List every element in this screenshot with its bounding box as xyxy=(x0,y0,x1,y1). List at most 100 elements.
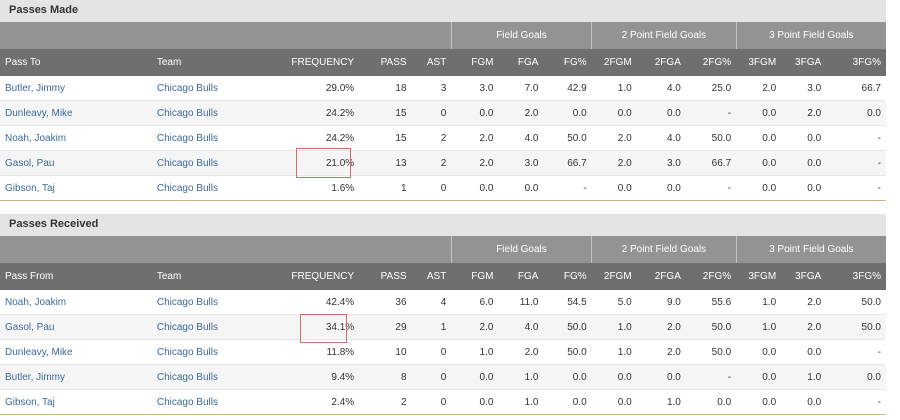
stat-cell: 66.7 xyxy=(826,76,886,101)
column-header[interactable]: 2FGA xyxy=(636,263,686,290)
player-link[interactable]: Butler, Jimmy xyxy=(0,76,152,101)
stat-cell: 0.0 xyxy=(498,175,544,201)
player-link[interactable]: Gasol, Pau xyxy=(0,314,152,340)
table-row: Noah, Joakim Chicago Bulls 24.2% 15 2 2.0 4.0 5… xyxy=(0,125,886,151)
column-header[interactable]: 3FGA xyxy=(781,49,827,76)
passes-received-table: Field Goals 2 Point Field Goals 3 Point Fi… xyxy=(0,236,886,415)
stat-cell: 1.0 xyxy=(736,314,782,340)
stat-cell: 9.0 xyxy=(636,290,686,315)
table-row: Gibson, Taj Chicago Bulls 1.6% 1 0 0.0 0.0-0.0… xyxy=(0,175,886,201)
passes-made-table: Field Goals 2 Point Field Goals 3 Point Fi… xyxy=(0,22,886,201)
stat-cell: 0.0 xyxy=(736,389,782,415)
stat-cell: 50.0 xyxy=(826,314,886,340)
team-link[interactable]: Chicago Bulls xyxy=(151,76,273,101)
stat-cell: 66.7 xyxy=(685,150,737,176)
team-link[interactable]: Chicago Bulls xyxy=(151,100,273,126)
team-link[interactable]: Chicago Bulls xyxy=(151,125,273,151)
stat-cell: 0.0 xyxy=(826,364,886,390)
stat-cell: 4.0 xyxy=(636,125,686,151)
stat-cell: 50.0 xyxy=(685,339,737,365)
column-header[interactable]: 2FG% xyxy=(685,263,737,290)
column-header[interactable]: FGM xyxy=(451,263,499,290)
team-link[interactable]: Chicago Bulls xyxy=(151,175,273,201)
player-link[interactable]: Noah, Joakim xyxy=(0,290,152,315)
column-header[interactable]: Team xyxy=(151,263,273,290)
column-header[interactable]: 3FG% xyxy=(826,49,886,76)
column-header[interactable]: FGA xyxy=(498,49,544,76)
stat-cell: 0.0 xyxy=(451,100,499,126)
stat-cell: 29.0% xyxy=(272,76,360,101)
table-row: Gasol, Pau Chicago Bulls 21.0% 13 2 2.0 3.0 66.… xyxy=(0,150,886,176)
team-link[interactable]: Chicago Bulls xyxy=(151,314,273,340)
stat-cell: 1.0 xyxy=(591,339,637,365)
stat-cell: 0.0 xyxy=(636,175,686,201)
team-link[interactable]: Chicago Bulls xyxy=(151,389,273,415)
player-link[interactable]: Gibson, Taj xyxy=(0,389,152,415)
stat-cell: 0.0 xyxy=(781,125,827,151)
stat-cell: 1.0 xyxy=(498,364,544,390)
column-header[interactable]: FG% xyxy=(543,49,592,76)
stat-cell: 0.0 xyxy=(591,175,637,201)
stat-cell: 0.0 xyxy=(781,339,827,365)
stat-cell: 1 xyxy=(359,175,412,201)
team-link[interactable]: Chicago Bulls xyxy=(151,290,273,315)
column-header[interactable]: 2FG% xyxy=(685,49,737,76)
column-header[interactable]: Team xyxy=(151,49,273,76)
team-link[interactable]: Chicago Bulls xyxy=(151,339,273,365)
stat-cell: 0.0 xyxy=(736,364,782,390)
table-row: Gasol, Pau Chicago Bulls 34.1% 29 1 2.0 4.0 50.… xyxy=(0,314,886,340)
stat-cell: 0 xyxy=(411,339,452,365)
column-header[interactable]: 2FGM xyxy=(591,263,637,290)
column-header[interactable]: FREQUENCY xyxy=(272,263,360,290)
stat-cell: 0.0 xyxy=(826,100,886,126)
column-header[interactable]: PASS xyxy=(359,49,412,76)
column-header[interactable]: Pass To xyxy=(0,49,152,76)
group-header: 2 Point Field Goals xyxy=(591,22,737,49)
column-header[interactable]: AST xyxy=(411,49,452,76)
stat-cell: 13 xyxy=(359,150,412,176)
stat-cell: 2 xyxy=(411,125,452,151)
column-header[interactable]: FGM xyxy=(451,49,499,76)
stat-cell: 55.6 xyxy=(685,290,737,315)
stat-cell: 3.0 xyxy=(781,76,827,101)
column-header[interactable]: 2FGM xyxy=(591,49,637,76)
column-header[interactable]: 2FGA xyxy=(636,49,686,76)
stat-cell: 1 xyxy=(411,314,452,340)
player-link[interactable]: Dunleavy, Mike xyxy=(0,339,152,365)
column-header[interactable]: 3FG% xyxy=(826,263,886,290)
table-row: Dunleavy, Mike Chicago Bulls 11.8% 10 0 1.0 2.… xyxy=(0,339,886,365)
column-header[interactable]: FREQUENCY xyxy=(272,49,360,76)
stat-cell: 0.0 xyxy=(636,100,686,126)
column-header[interactable]: 3FGM xyxy=(736,49,782,76)
stat-cell: 2.0 xyxy=(636,314,686,340)
column-header[interactable]: Pass From xyxy=(0,263,152,290)
stat-cell: 0.0 xyxy=(451,364,499,390)
column-header[interactable]: AST xyxy=(411,263,452,290)
stat-cell: 29 xyxy=(359,314,412,340)
stat-cell: 50.0 xyxy=(543,125,592,151)
column-header[interactable]: FGA xyxy=(498,263,544,290)
player-link[interactable]: Dunleavy, Mike xyxy=(0,100,152,126)
column-header[interactable]: 3FGA xyxy=(781,263,827,290)
player-link[interactable]: Butler, Jimmy xyxy=(0,364,152,390)
column-header[interactable]: PASS xyxy=(359,263,412,290)
stat-cell: 2.0 xyxy=(636,339,686,365)
stat-cell: 24.2% xyxy=(272,125,360,151)
stat-cell: 2.0 xyxy=(451,150,499,176)
stat-cell: 3 xyxy=(411,76,452,101)
column-header[interactable]: 3FGM xyxy=(736,263,782,290)
player-link[interactable]: Gibson, Taj xyxy=(0,175,152,201)
team-link[interactable]: Chicago Bulls xyxy=(151,364,273,390)
stat-cell: 0.0 xyxy=(543,100,592,126)
player-link[interactable]: Gasol, Pau xyxy=(0,150,152,176)
section-title: Passes Received xyxy=(0,214,886,236)
stat-cell: 1.0 xyxy=(498,389,544,415)
player-link[interactable]: Noah, Joakim xyxy=(0,125,152,151)
column-header[interactable]: FG% xyxy=(543,263,592,290)
stat-cell: 2 xyxy=(411,150,452,176)
stat-cell: - xyxy=(826,150,886,176)
stat-cell: 0.0 xyxy=(736,150,782,176)
stat-cell: 0.0 xyxy=(591,389,637,415)
stat-cell: 50.0 xyxy=(685,314,737,340)
team-link[interactable]: Chicago Bulls xyxy=(151,150,273,176)
